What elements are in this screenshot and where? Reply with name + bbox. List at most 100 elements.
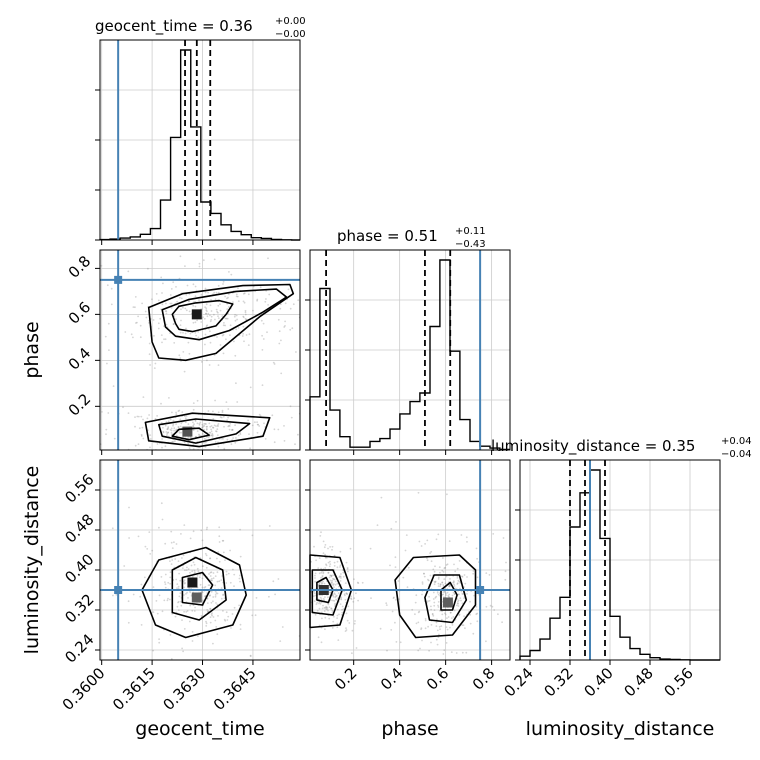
scatter-point — [488, 574, 491, 576]
scatter-point — [219, 303, 221, 306]
scatter-point — [457, 599, 460, 602]
scatter-point — [437, 578, 440, 580]
scatter-point — [458, 614, 461, 617]
scatter-point — [232, 437, 235, 439]
scatter-point — [463, 574, 466, 576]
scatter-point — [330, 581, 333, 584]
scatter-point — [268, 293, 271, 296]
scatter-point — [434, 565, 436, 568]
contour-0-2 — [147, 283, 295, 362]
scatter-point — [406, 586, 409, 589]
scatter-point — [192, 321, 195, 324]
scatter-point — [255, 597, 258, 599]
scatter-point — [194, 419, 197, 422]
scatter-point — [197, 570, 200, 572]
scatter-point — [210, 601, 213, 604]
scatter-point — [346, 331, 348, 333]
scatter-point — [162, 282, 164, 285]
y-tick-label-phase: 0.2 — [65, 390, 95, 420]
scatter-point — [177, 585, 180, 588]
scatter-point — [151, 549, 154, 552]
scatter-point — [185, 309, 188, 312]
y-tick-label-phase: 0.4 — [65, 344, 95, 374]
scatter-point — [458, 613, 461, 616]
scatter-point — [417, 649, 420, 652]
scatter-point — [313, 600, 316, 603]
scatter-point — [203, 428, 205, 431]
scatter-point — [170, 427, 173, 430]
scatter-point — [89, 427, 91, 429]
scatter-point — [233, 573, 236, 576]
scatter-point — [203, 317, 206, 320]
scatter-point — [445, 642, 448, 644]
scatter-point — [458, 580, 461, 583]
contour-0-5 — [144, 412, 271, 448]
scatter-point — [192, 421, 194, 424]
scatter-point — [162, 431, 165, 434]
scatter-point — [441, 613, 444, 616]
scatter-point — [151, 298, 153, 301]
scatter-point — [340, 597, 342, 600]
y-tick-label-phase: 0.8 — [65, 252, 95, 282]
scatter-point — [177, 560, 180, 563]
scatter-point — [164, 445, 167, 448]
scatter-point — [226, 308, 229, 310]
scatter-point — [392, 597, 395, 600]
scatter-point — [426, 559, 429, 562]
scatter-point — [338, 576, 341, 578]
scatter-point — [244, 311, 247, 314]
scatter-point — [222, 352, 225, 355]
scatter-point — [205, 428, 208, 431]
scatter-point — [183, 441, 186, 444]
scatter-point — [332, 577, 334, 580]
scatter-point — [53, 447, 55, 449]
scatter-point — [452, 616, 455, 618]
scatter-point — [222, 551, 225, 554]
scatter-point — [324, 607, 327, 609]
title-geocent-time-upper: +0.00 — [275, 16, 306, 27]
scatter-point — [239, 580, 241, 583]
scatter-point — [168, 397, 170, 399]
scatter-point — [106, 284, 109, 287]
scatter-point — [190, 564, 193, 567]
scatter-point — [148, 322, 150, 324]
scatter-point — [231, 428, 234, 431]
scatter-point — [267, 304, 269, 306]
scatter-point — [438, 625, 441, 628]
scatter-point — [192, 402, 195, 404]
scatter-point — [440, 625, 443, 627]
scatter-point — [466, 541, 468, 543]
scatter-point — [188, 352, 191, 355]
scatter-point — [345, 427, 347, 429]
scatter-point — [254, 614, 257, 617]
scatter-point — [214, 441, 217, 443]
scatter-point — [216, 424, 219, 427]
scatter-point — [226, 297, 228, 300]
scatter-point — [435, 538, 438, 541]
scatter-point — [148, 353, 151, 356]
scatter-point — [181, 557, 183, 559]
scatter-point — [186, 566, 188, 569]
scatter-point — [345, 592, 348, 595]
scatter-point — [158, 526, 160, 529]
scatter-point — [415, 594, 418, 597]
scatter-point — [214, 298, 217, 301]
scatter-point — [427, 625, 429, 628]
scatter-point — [271, 414, 274, 417]
scatter-point — [192, 283, 195, 286]
scatter-point — [169, 294, 172, 296]
scatter-point — [456, 582, 459, 585]
scatter-point — [112, 594, 114, 597]
scatter-point — [324, 567, 327, 569]
scatter-point — [344, 594, 346, 597]
scatter-point — [319, 596, 322, 599]
scatter-point — [457, 605, 460, 607]
scatter-point — [289, 307, 292, 310]
scatter-point — [268, 595, 270, 598]
scatter-point — [215, 626, 218, 628]
scatter-point — [212, 600, 214, 603]
scatter-point — [215, 430, 217, 432]
scatter-point — [212, 663, 214, 665]
scatter-point — [215, 425, 217, 427]
scatter-point — [273, 441, 276, 444]
